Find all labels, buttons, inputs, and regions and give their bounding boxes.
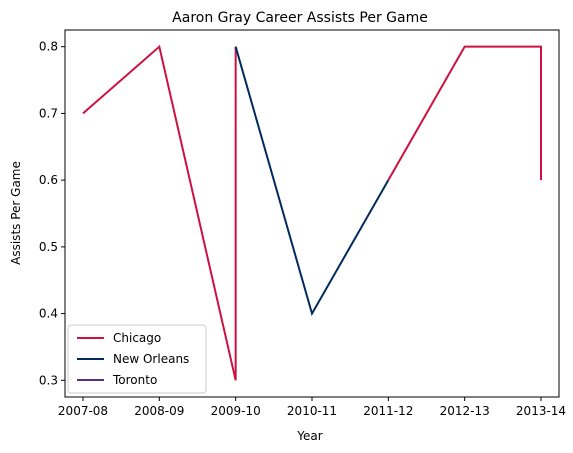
y-tick-label: 0.7 — [39, 106, 58, 120]
x-tick-label: 2011-12 — [363, 404, 413, 418]
legend-label: Chicago — [113, 331, 161, 345]
x-tick-label: 2012-13 — [440, 404, 490, 418]
chart-title: Aaron Gray Career Assists Per Game — [172, 10, 428, 26]
x-tick-label: 2013-14 — [516, 404, 566, 418]
series-line-new-orleans — [234, 46, 390, 317]
plot-lines — [82, 44, 542, 381]
y-axis: 0.3 0.4 0.5 0.6 0.7 0.8 — [39, 40, 65, 387]
y-tick-label: 0.4 — [39, 307, 58, 321]
x-tick-label: 2008-09 — [134, 404, 184, 418]
legend-label: New Orleans — [113, 352, 189, 366]
y-tick-label: 0.3 — [39, 373, 58, 387]
x-axis: 2007-08 2008-09 2009-10 2010-11 2011-12 2012-… — [58, 397, 566, 418]
legend-label: Toronto — [112, 373, 157, 387]
x-axis-title: Year — [296, 429, 322, 443]
legend: Chicago New Orleans Toronto — [67, 324, 207, 394]
y-tick-label: 0.6 — [39, 173, 58, 187]
x-tick-label: 2010-11 — [287, 404, 337, 418]
series-line-chicago-continued — [387, 45, 542, 181]
y-axis-title: Assists Per Game — [9, 161, 23, 265]
legend-box — [67, 324, 207, 394]
series-line-chicago — [82, 44, 237, 381]
x-tick-label: 2009-10 — [211, 404, 261, 418]
y-tick-label: 0.5 — [39, 240, 58, 254]
y-tick-label: 0.8 — [39, 40, 58, 54]
x-tick-label: 2007-08 — [58, 404, 108, 418]
